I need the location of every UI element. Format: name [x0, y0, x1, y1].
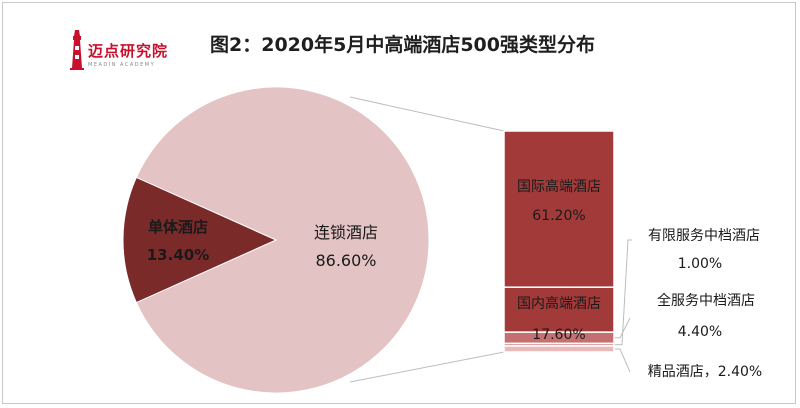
- pie-label-chain-name: 连锁酒店: [314, 223, 378, 242]
- bar-label-domestic-name: 国内高端酒店: [517, 295, 601, 312]
- ext-label-full-value: 4.40%: [678, 324, 722, 340]
- bar-label-domestic-value: 17.60%: [532, 327, 585, 343]
- bar-segment-4: [503, 345, 615, 353]
- data-labels: 单体酒店 13.40% 连锁酒店 86.60% 国际高端酒店 61.20% 国内高端酒店 17…: [147, 178, 762, 380]
- bar-label-international-value: 61.20%: [532, 208, 585, 224]
- pie: [122, 86, 430, 394]
- connector-lines: [349, 96, 632, 383]
- bar-segment-0: [503, 130, 615, 288]
- chart-title: 图2：2020年5月中高端酒店500强类型分布: [210, 34, 595, 56]
- connector-top: [349, 96, 505, 132]
- leader-limited: [614, 239, 632, 346]
- pie-label-chain-value: 86.60%: [315, 251, 376, 270]
- pie-label-independent-name: 单体酒店: [148, 218, 208, 236]
- leader-full: [614, 317, 631, 339]
- pie-label-independent-value: 13.40%: [147, 246, 209, 264]
- logo: 迈点研究院 MEADIN ACADEMY: [62, 24, 172, 76]
- stacked-bar: [503, 130, 615, 353]
- bar-label-international-name: 国际高端酒店: [517, 178, 601, 195]
- ext-label-limited-value: 1.00%: [678, 256, 722, 272]
- leader-boutique: [614, 348, 631, 373]
- logo-subtext: MEADIN ACADEMY: [88, 62, 156, 68]
- ext-label-full-name: 全服务中档酒店: [657, 292, 755, 309]
- pie-slice-chain: [135, 86, 430, 394]
- ext-label-boutique: 精品酒店，2.40%: [648, 364, 762, 380]
- logo-text: 迈点研究院: [88, 42, 169, 60]
- bar-segment-1: [503, 286, 615, 333]
- pie-slice-independent: [122, 176, 278, 304]
- connector-bottom: [349, 351, 505, 383]
- lighthouse-icon: [70, 30, 84, 70]
- ext-label-limited-name: 有限服务中档酒店: [648, 228, 760, 244]
